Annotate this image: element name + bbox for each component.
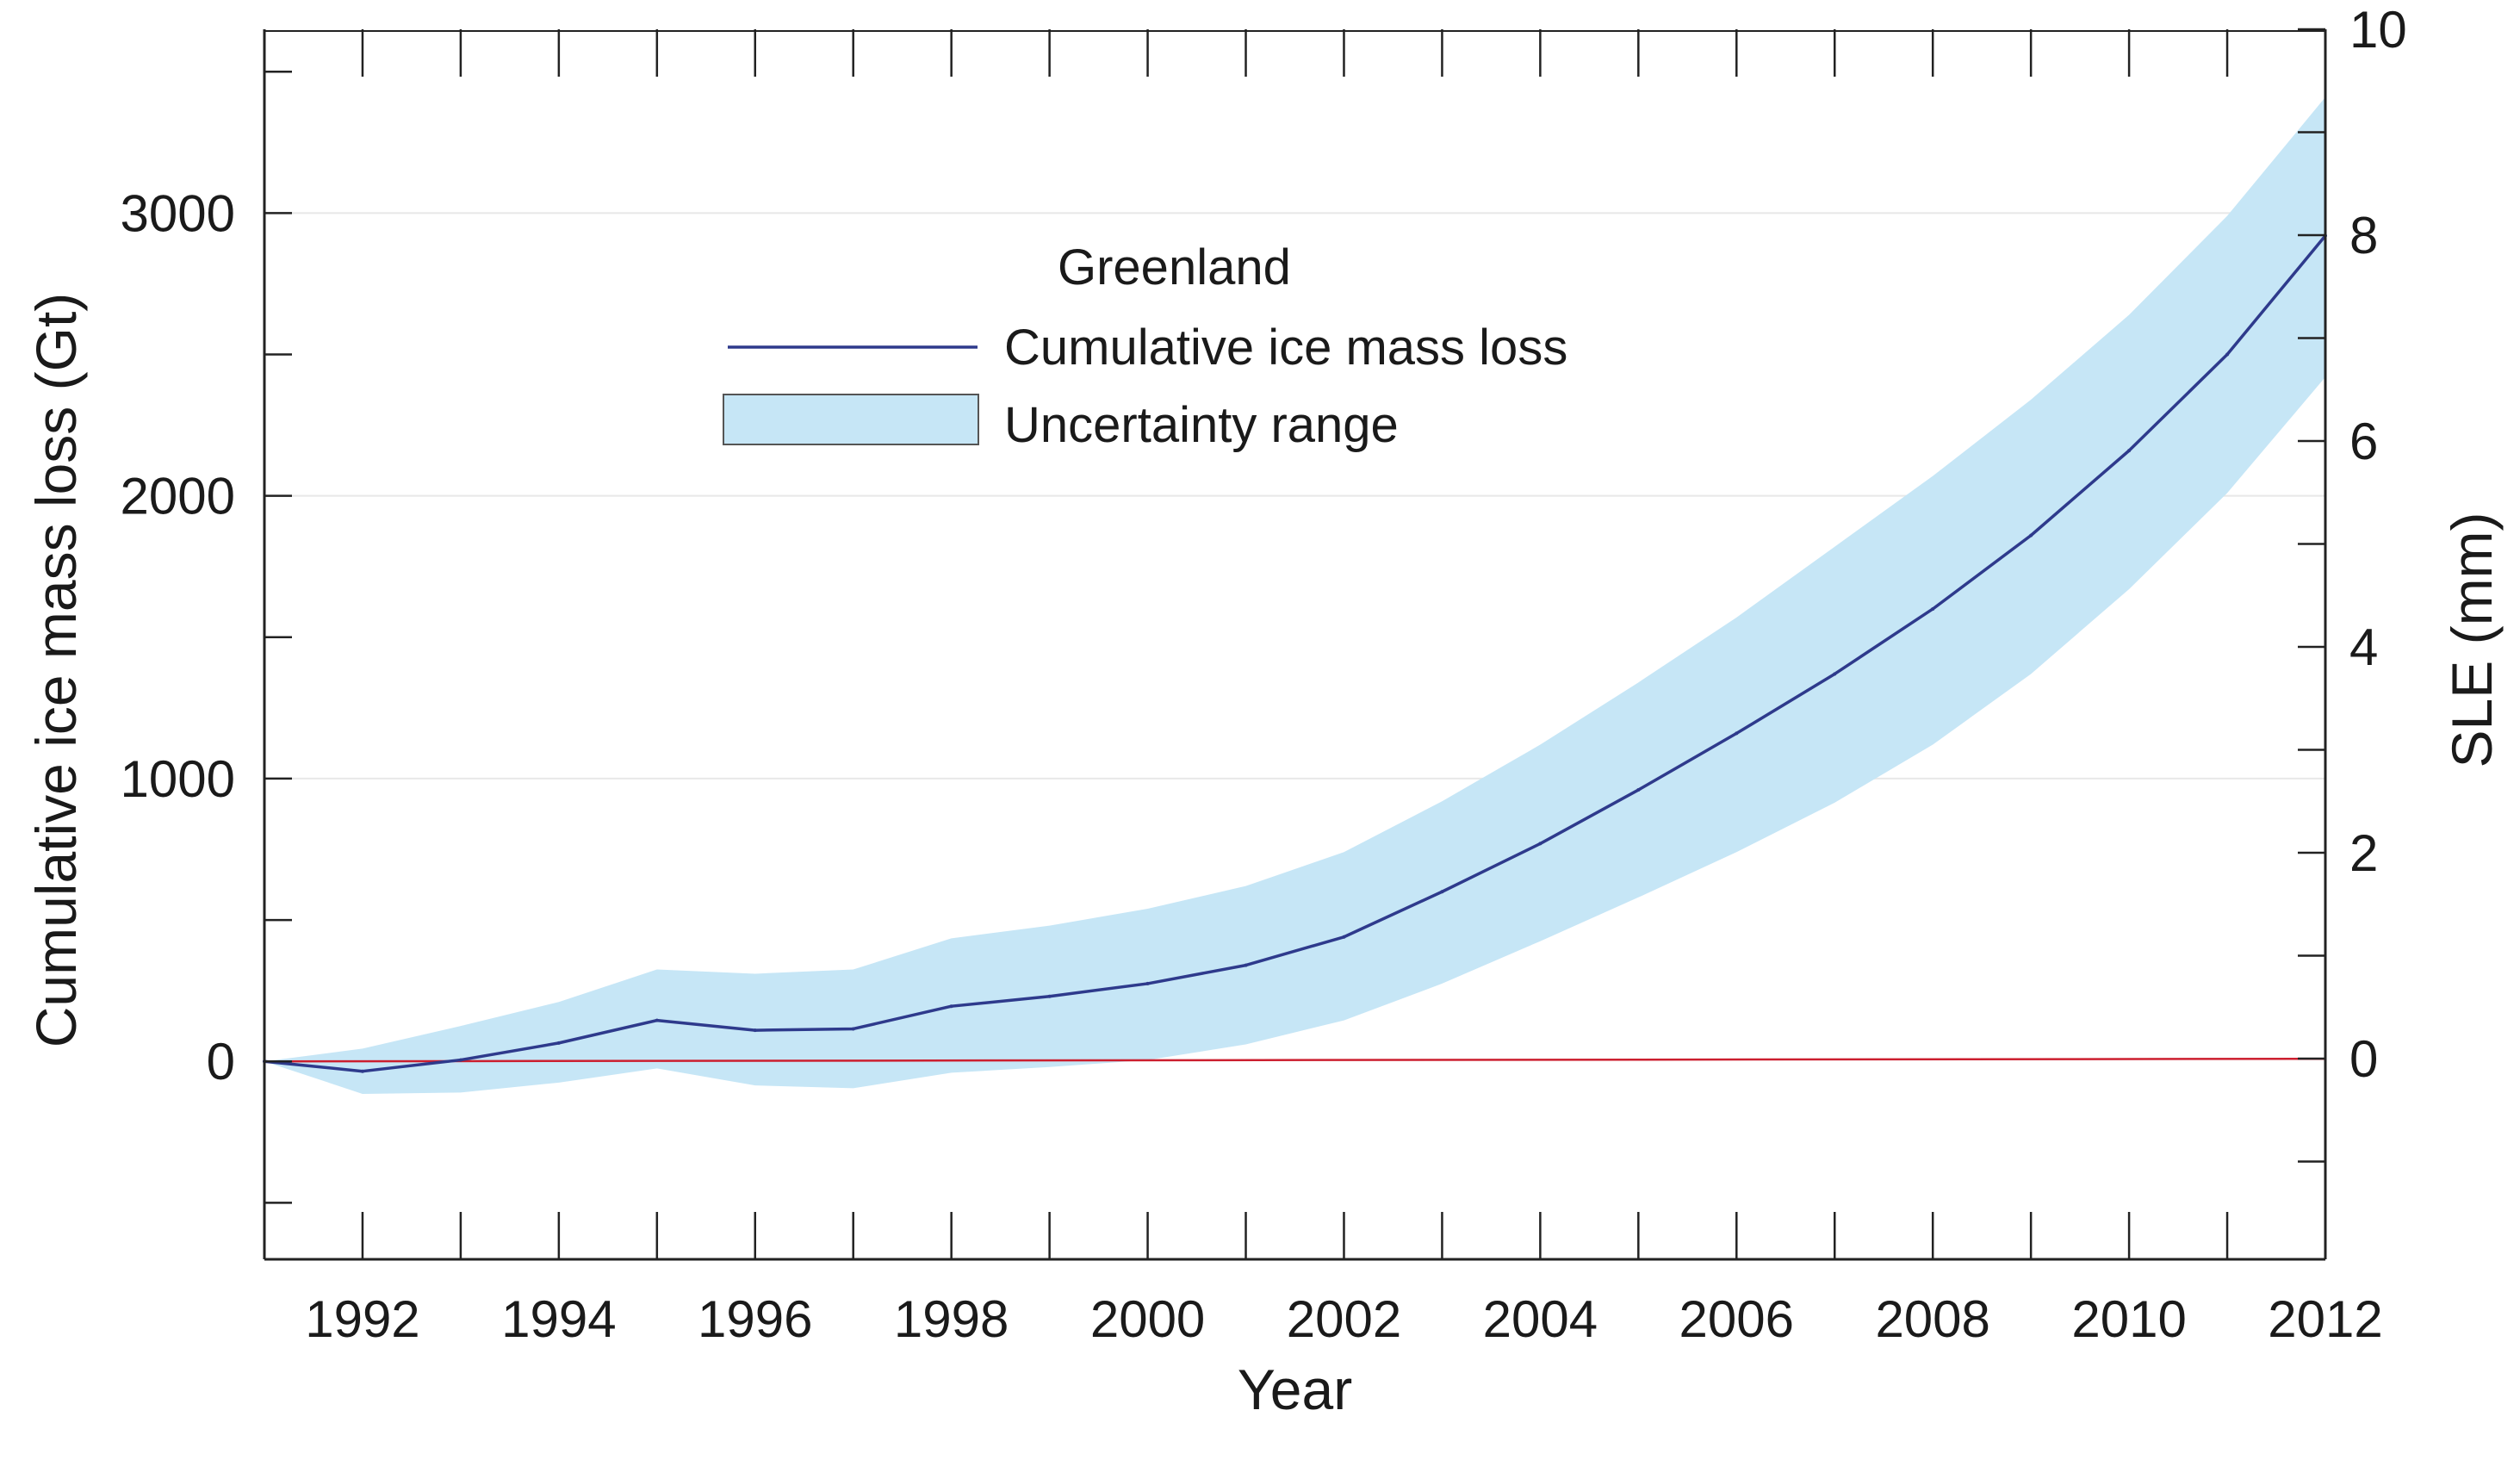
y-tick-label-right: 2: [2349, 824, 2378, 882]
x-tick-label: 1996: [698, 1290, 812, 1348]
x-tick-label: 2010: [2071, 1290, 2186, 1348]
data-point: [458, 1058, 462, 1062]
data-point: [360, 1069, 364, 1073]
data-point: [556, 1041, 561, 1045]
data-point: [1440, 890, 1444, 894]
y-tick-label-left: 0: [207, 1033, 235, 1090]
data-point: [2127, 449, 2132, 453]
data-point: [1538, 842, 1542, 846]
y-tick-label-left: 3000: [121, 184, 235, 242]
x-axis-title: Year: [1238, 1357, 1352, 1421]
series-line: [264, 234, 2327, 1073]
x-tick-label: 2008: [1875, 1290, 1989, 1348]
y-axis-title-right: SLE (mm): [2440, 513, 2504, 768]
legend-line-label: Cumulative ice mass loss: [1004, 320, 1567, 376]
data-point: [655, 1018, 659, 1022]
y-tick-label-right: 6: [2349, 413, 2378, 470]
reference-line-layer: [264, 1057, 2326, 1063]
data-point: [1342, 935, 1346, 939]
y-tick-label-left: 1000: [121, 750, 235, 808]
data-point: [1244, 963, 1248, 967]
y-tick-label-right: 4: [2349, 618, 2378, 676]
y-tick-label-right: 10: [2349, 1, 2407, 59]
legend-band-label: Uncertainty range: [1004, 397, 1399, 453]
data-point: [1636, 788, 1641, 792]
legend: Greenland Cumulative ice mass loss Uncer…: [723, 239, 1567, 453]
y-tick-label-left: 2000: [121, 468, 235, 525]
data-point: [2225, 352, 2230, 357]
data-point: [1931, 606, 1935, 611]
tick-labels: 1992 1994 1996 1998 2000 2002 2004 2006 2008 2010…: [121, 1, 2407, 1348]
x-tick-label: 2006: [1679, 1290, 1794, 1348]
uncertainty-band: [264, 96, 2325, 1094]
data-point: [949, 1004, 953, 1009]
data-point: [1047, 994, 1052, 998]
zero-reference-line: [264, 1057, 2326, 1063]
y-tick-label-right: 0: [2349, 1030, 2378, 1088]
data-point: [1833, 672, 1837, 676]
x-tick-label: 2004: [1483, 1290, 1598, 1348]
x-tick-label: 1994: [501, 1290, 616, 1348]
data-point: [851, 1027, 855, 1031]
x-tick-label: 2000: [1090, 1290, 1205, 1348]
legend-title: Greenland: [1058, 239, 1291, 295]
x-tick-label: 2002: [1287, 1290, 1401, 1348]
data-point: [2029, 533, 2033, 537]
y-axis-title-left: Cumulative ice mass loss (Gt): [24, 293, 88, 1048]
x-tick-label: 1998: [894, 1290, 1009, 1348]
data-point: [1145, 981, 1150, 985]
axes: [263, 28, 2327, 1261]
x-tick-label: 2012: [2268, 1290, 2382, 1348]
y-tick-label-right: 8: [2349, 207, 2378, 264]
data-point: [1735, 731, 1739, 736]
x-tick-label: 1992: [305, 1290, 419, 1348]
legend-band-swatch: [723, 394, 979, 445]
uncertainty-band-layer: [264, 96, 2325, 1094]
data-point: [753, 1028, 757, 1033]
